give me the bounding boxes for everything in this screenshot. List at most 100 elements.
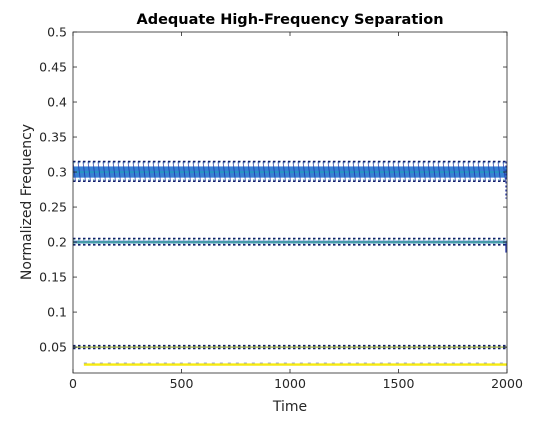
band-hatch-stroke	[362, 161, 366, 182]
band-hatch-stroke	[322, 161, 326, 182]
band-hatch-stroke	[132, 161, 136, 182]
band-hatch-stroke	[212, 161, 216, 182]
frequency-band-3	[73, 344, 507, 350]
y-tick-label: 0.05	[39, 340, 67, 355]
band-hatch-stroke	[252, 161, 256, 182]
band-hatch-stroke	[452, 161, 456, 182]
band-hatch-stroke	[342, 161, 346, 182]
band-hatch-stroke	[257, 161, 261, 182]
band-hatch-stroke	[177, 161, 181, 182]
band-hatch-stroke	[352, 161, 356, 182]
band-hatch-stroke	[97, 161, 101, 182]
band-hatch-stroke	[282, 161, 286, 182]
y-tick-label: 0.45	[39, 60, 67, 75]
band-hatch-stroke	[232, 161, 236, 182]
y-tick-label: 0.2	[47, 235, 67, 250]
band-hatch-stroke	[267, 161, 271, 182]
band-hatch-stroke	[417, 161, 421, 182]
band-hatch-stroke	[377, 161, 381, 182]
band-hatch-stroke	[412, 161, 416, 182]
band-hatch-stroke	[112, 161, 116, 182]
band-hatch-stroke	[462, 161, 466, 182]
x-tick-label: 1000	[274, 376, 306, 391]
band-hatch-stroke	[222, 161, 226, 182]
band-hatch-stroke	[437, 161, 441, 182]
band-hatch-stroke	[247, 161, 251, 182]
band-hatch-stroke	[327, 161, 331, 182]
y-tick-label: 0.15	[39, 270, 67, 285]
band-hatch-stroke	[312, 161, 316, 182]
band-hatch-stroke	[207, 161, 211, 182]
band-hatch-stroke	[317, 161, 321, 182]
y-axis-label: Normalized Frequency	[19, 124, 35, 280]
band-hatch-stroke	[502, 161, 506, 182]
band-hatch-stroke	[472, 161, 476, 182]
band-hatch-stroke	[372, 161, 376, 182]
band-hatch-stroke	[347, 161, 351, 182]
band-hatch-stroke	[217, 161, 221, 182]
y-tick-label: 0.5	[47, 25, 67, 40]
band-hatch-stroke	[277, 161, 281, 182]
band-hatch-stroke	[382, 161, 386, 182]
y-tick-label: 0.3	[47, 165, 67, 180]
band-hatch-stroke	[432, 161, 436, 182]
band-hatch-stroke	[357, 161, 361, 182]
band-hatch-stroke	[162, 161, 166, 182]
band-hatch-stroke	[152, 161, 156, 182]
band-hatch	[72, 161, 506, 182]
band-hatch-stroke	[122, 161, 126, 182]
band-hatch-stroke	[497, 161, 501, 182]
band-hatch-stroke	[87, 161, 91, 182]
band-hatch-stroke	[167, 161, 171, 182]
x-tick-label: 2000	[491, 376, 523, 391]
x-axis-label: Time	[272, 399, 307, 415]
x-tick-label: 500	[170, 376, 194, 391]
band-hatch-stroke	[492, 161, 496, 182]
band-hatch-stroke	[77, 161, 81, 182]
y-tick-label: 0.4	[47, 95, 67, 110]
band-hatch-stroke	[242, 161, 246, 182]
band-hatch-stroke	[387, 161, 391, 182]
data-bands	[72, 160, 507, 366]
band-hatch-stroke	[332, 161, 336, 182]
band-hatch-stroke	[142, 161, 146, 182]
y-tick-label: 0.25	[39, 200, 67, 215]
band-hatch-stroke	[262, 161, 266, 182]
band-hatch-stroke	[187, 161, 191, 182]
band-hatch-stroke	[487, 161, 491, 182]
band-hatch-stroke	[397, 161, 401, 182]
frequency-band-2	[73, 237, 507, 253]
band-hatch-stroke	[367, 161, 371, 182]
band-hatch-stroke	[302, 161, 306, 182]
band-hatch-stroke	[202, 161, 206, 182]
band-hatch-stroke	[427, 161, 431, 182]
band-hatch-stroke	[237, 161, 241, 182]
axis-ticks: 0 500 1000 1500 2000 0.05 0.1 0.15 0.2 0.25 0.3 0.3…	[39, 25, 523, 392]
band-hatch-stroke	[467, 161, 471, 182]
band-hatch-stroke	[172, 161, 176, 182]
band-hatch-stroke	[82, 161, 86, 182]
band-hatch-stroke	[392, 161, 396, 182]
plot-frame	[72, 31, 508, 374]
band-hatch-stroke	[442, 161, 446, 182]
y-tick-label: 0.35	[39, 130, 67, 145]
x-tick-label: 0	[69, 376, 77, 391]
plot-area	[73, 32, 507, 373]
band-hatch-stroke	[457, 161, 461, 182]
band-hatch-stroke	[192, 161, 196, 182]
band-hatch-stroke	[72, 161, 76, 182]
band-hatch-stroke	[157, 161, 161, 182]
band-hatch-stroke	[422, 161, 426, 182]
band-hatch-stroke	[287, 161, 291, 182]
band-hatch-stroke	[402, 161, 406, 182]
band-hatch-stroke	[272, 161, 276, 182]
band-hatch-stroke	[147, 161, 151, 182]
band-hatch-stroke	[297, 161, 301, 182]
band-hatch-stroke	[182, 161, 186, 182]
band-hatch-stroke	[137, 161, 141, 182]
x-tick-label: 1500	[383, 376, 415, 391]
band-hatch-stroke	[117, 161, 121, 182]
chart-title: Adequate High-Frequency Separation	[136, 12, 443, 28]
